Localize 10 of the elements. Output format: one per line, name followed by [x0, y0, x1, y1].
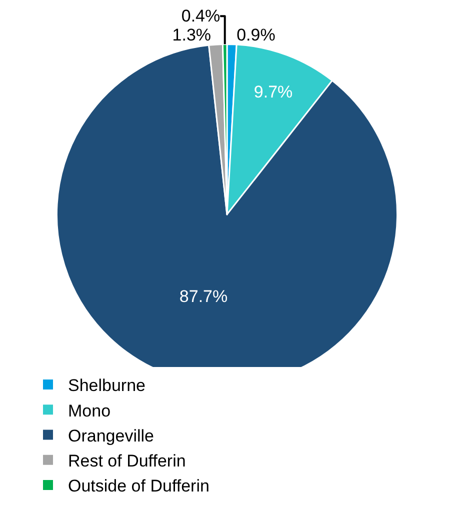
legend-label: Outside of Dufferin	[68, 476, 210, 496]
legend-label: Mono	[68, 401, 111, 420]
legend-label: Orangeville	[68, 426, 154, 446]
data-label: 0.9%	[236, 25, 276, 44]
legend-label: Rest of Dufferin	[68, 451, 186, 470]
data-label: 87.7%	[179, 286, 228, 306]
data-label: 9.7%	[254, 82, 293, 102]
data-label: 1.3%	[172, 26, 212, 45]
data-label: 0.4%	[181, 6, 220, 26]
legend-label: Shelburne	[68, 376, 146, 396]
